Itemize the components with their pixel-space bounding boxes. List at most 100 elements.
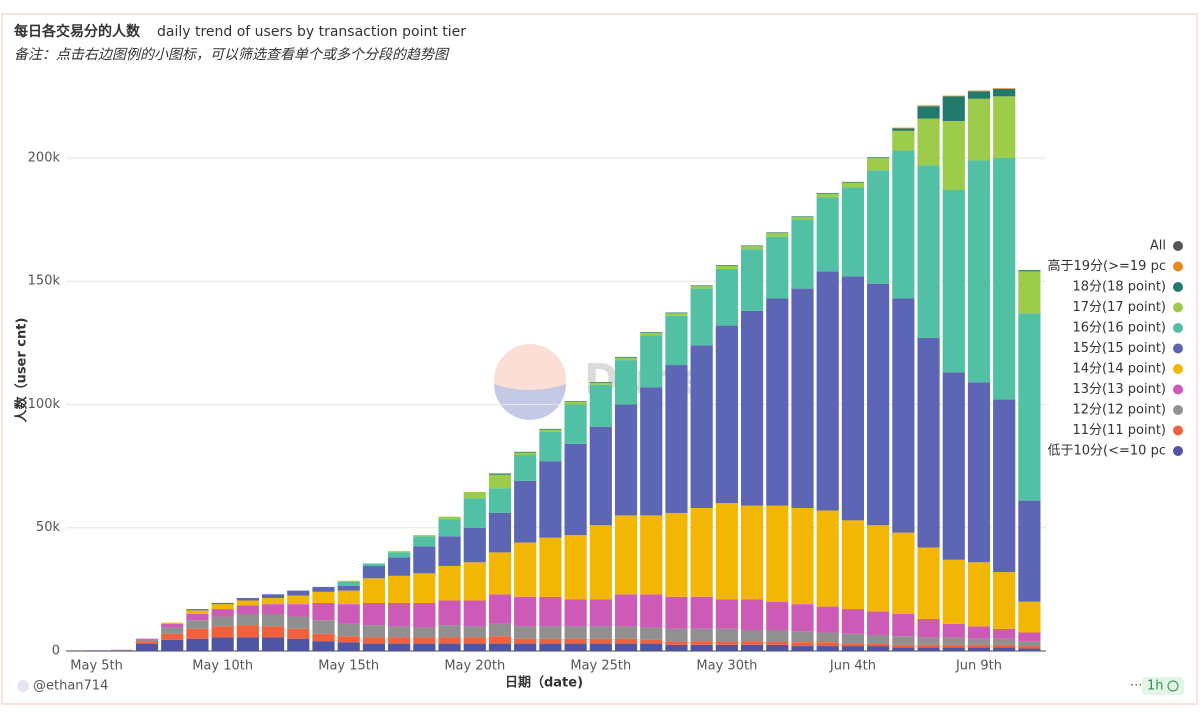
- bar-segment: [237, 614, 259, 625]
- more-menu[interactable]: ···: [1130, 679, 1142, 694]
- bar-segment: [842, 276, 864, 520]
- bar-segment: [943, 96, 965, 121]
- bar-segment: [388, 551, 410, 552]
- bar-segment: [615, 360, 637, 404]
- legend-swatch[interactable]: [1173, 405, 1183, 415]
- bar-segment: [741, 645, 763, 651]
- legend-swatch[interactable]: [1173, 241, 1183, 251]
- bar-segment: [312, 634, 334, 641]
- legend-label[interactable]: 17分(17 point): [1072, 300, 1166, 315]
- legend-label[interactable]: All: [1150, 239, 1166, 254]
- bar-segment: [615, 626, 637, 638]
- x-tick-label: May 30th: [696, 659, 757, 674]
- legend-swatch[interactable]: [1173, 385, 1183, 395]
- bar-segment: [438, 644, 460, 651]
- legend-swatch[interactable]: [1173, 323, 1183, 333]
- bar-segment: [716, 503, 738, 599]
- y-tick-label: 50k: [36, 520, 61, 535]
- bar-segment: [489, 513, 511, 552]
- legend-label[interactable]: 16分(16 point): [1072, 321, 1166, 336]
- bar-segment: [716, 266, 738, 269]
- bar-segment: [665, 316, 687, 365]
- bar-segment: [464, 528, 486, 563]
- bar-segment: [741, 246, 763, 249]
- bar-segment: [464, 644, 486, 651]
- bar-segment: [917, 119, 939, 166]
- bar-segment: [917, 105, 939, 106]
- bar-segment: [892, 645, 914, 647]
- bar-segment: [1018, 313, 1040, 500]
- bar-segment: [766, 645, 788, 651]
- bar-segment: [716, 629, 738, 641]
- legend-swatch[interactable]: [1173, 344, 1183, 354]
- bar-segment: [539, 597, 561, 627]
- bar-segment: [413, 573, 435, 603]
- bar-segment: [791, 289, 813, 508]
- bar-segment: [186, 629, 208, 639]
- x-tick-label: May 15th: [318, 659, 379, 674]
- bar-segment: [212, 626, 234, 637]
- bar-segment: [237, 605, 259, 614]
- legend-swatch[interactable]: [1173, 282, 1183, 292]
- legend-swatch[interactable]: [1173, 364, 1183, 374]
- bar-segment: [665, 645, 687, 651]
- legend-swatch[interactable]: [1173, 303, 1183, 313]
- bar-segment: [464, 626, 486, 637]
- x-tick-label: May 10th: [192, 659, 253, 674]
- bar-segment: [338, 636, 360, 642]
- bar-segment: [438, 517, 460, 519]
- legend-swatch[interactable]: [1173, 426, 1183, 436]
- bar-segment: [615, 639, 637, 644]
- y-tick-label: 150k: [28, 274, 61, 289]
- bar-segment: [186, 620, 208, 629]
- legend-label[interactable]: 15分(15 point): [1072, 341, 1166, 356]
- bar-segment: [993, 96, 1015, 158]
- bar-segment: [136, 640, 158, 641]
- bar-segment: [691, 285, 713, 286]
- bar-segment: [539, 430, 561, 432]
- bar-segment: [741, 245, 763, 246]
- bar-segment: [716, 265, 738, 266]
- bar-segment: [943, 190, 965, 372]
- bar-segment: [842, 609, 864, 634]
- legend-label[interactable]: 低于10分(<=10 pc: [1048, 444, 1166, 459]
- bar-segment: [993, 158, 1015, 400]
- bar-segment: [1018, 271, 1040, 313]
- bar-segment: [943, 645, 965, 647]
- bar-segment: [968, 647, 990, 651]
- bar-segment: [968, 639, 990, 645]
- bar-segment: [565, 444, 587, 535]
- bar-segment: [615, 644, 637, 651]
- legend-label[interactable]: 12分(12 point): [1072, 403, 1166, 418]
- bar-segment: [1018, 270, 1040, 271]
- bar-segment: [766, 641, 788, 645]
- bar-segment: [186, 639, 208, 651]
- legend-label[interactable]: 高于19分(>=19 pc: [1048, 258, 1166, 274]
- bar-segment: [413, 536, 435, 546]
- bar-segment: [262, 598, 284, 604]
- bar-segment: [917, 165, 939, 338]
- legend-label[interactable]: 13分(13 point): [1072, 382, 1166, 397]
- bar-segment: [489, 488, 511, 513]
- bar-segment: [817, 271, 839, 510]
- bar-segment: [615, 358, 637, 360]
- legend-swatch[interactable]: [1173, 262, 1183, 272]
- bar-segment: [943, 647, 965, 651]
- bar-segment: [590, 385, 612, 427]
- bar-segment: [892, 533, 914, 614]
- legend-label[interactable]: 14分(14 point): [1072, 362, 1166, 377]
- legend-swatch[interactable]: [1173, 446, 1183, 456]
- bar-segment: [338, 642, 360, 651]
- legend-label[interactable]: 11分(11 point): [1072, 423, 1166, 438]
- bar-segment: [338, 582, 360, 586]
- bar-segment: [539, 626, 561, 638]
- legend-label[interactable]: 18分(18 point): [1072, 280, 1166, 295]
- bar-segment: [766, 630, 788, 641]
- bar-segment: [817, 510, 839, 606]
- bar-segment: [716, 269, 738, 326]
- bar-segment: [791, 642, 813, 646]
- bar-segment: [968, 382, 990, 562]
- bar-segment: [237, 625, 259, 637]
- bar-segment: [111, 650, 133, 651]
- x-tick-label: May 25th: [570, 659, 631, 674]
